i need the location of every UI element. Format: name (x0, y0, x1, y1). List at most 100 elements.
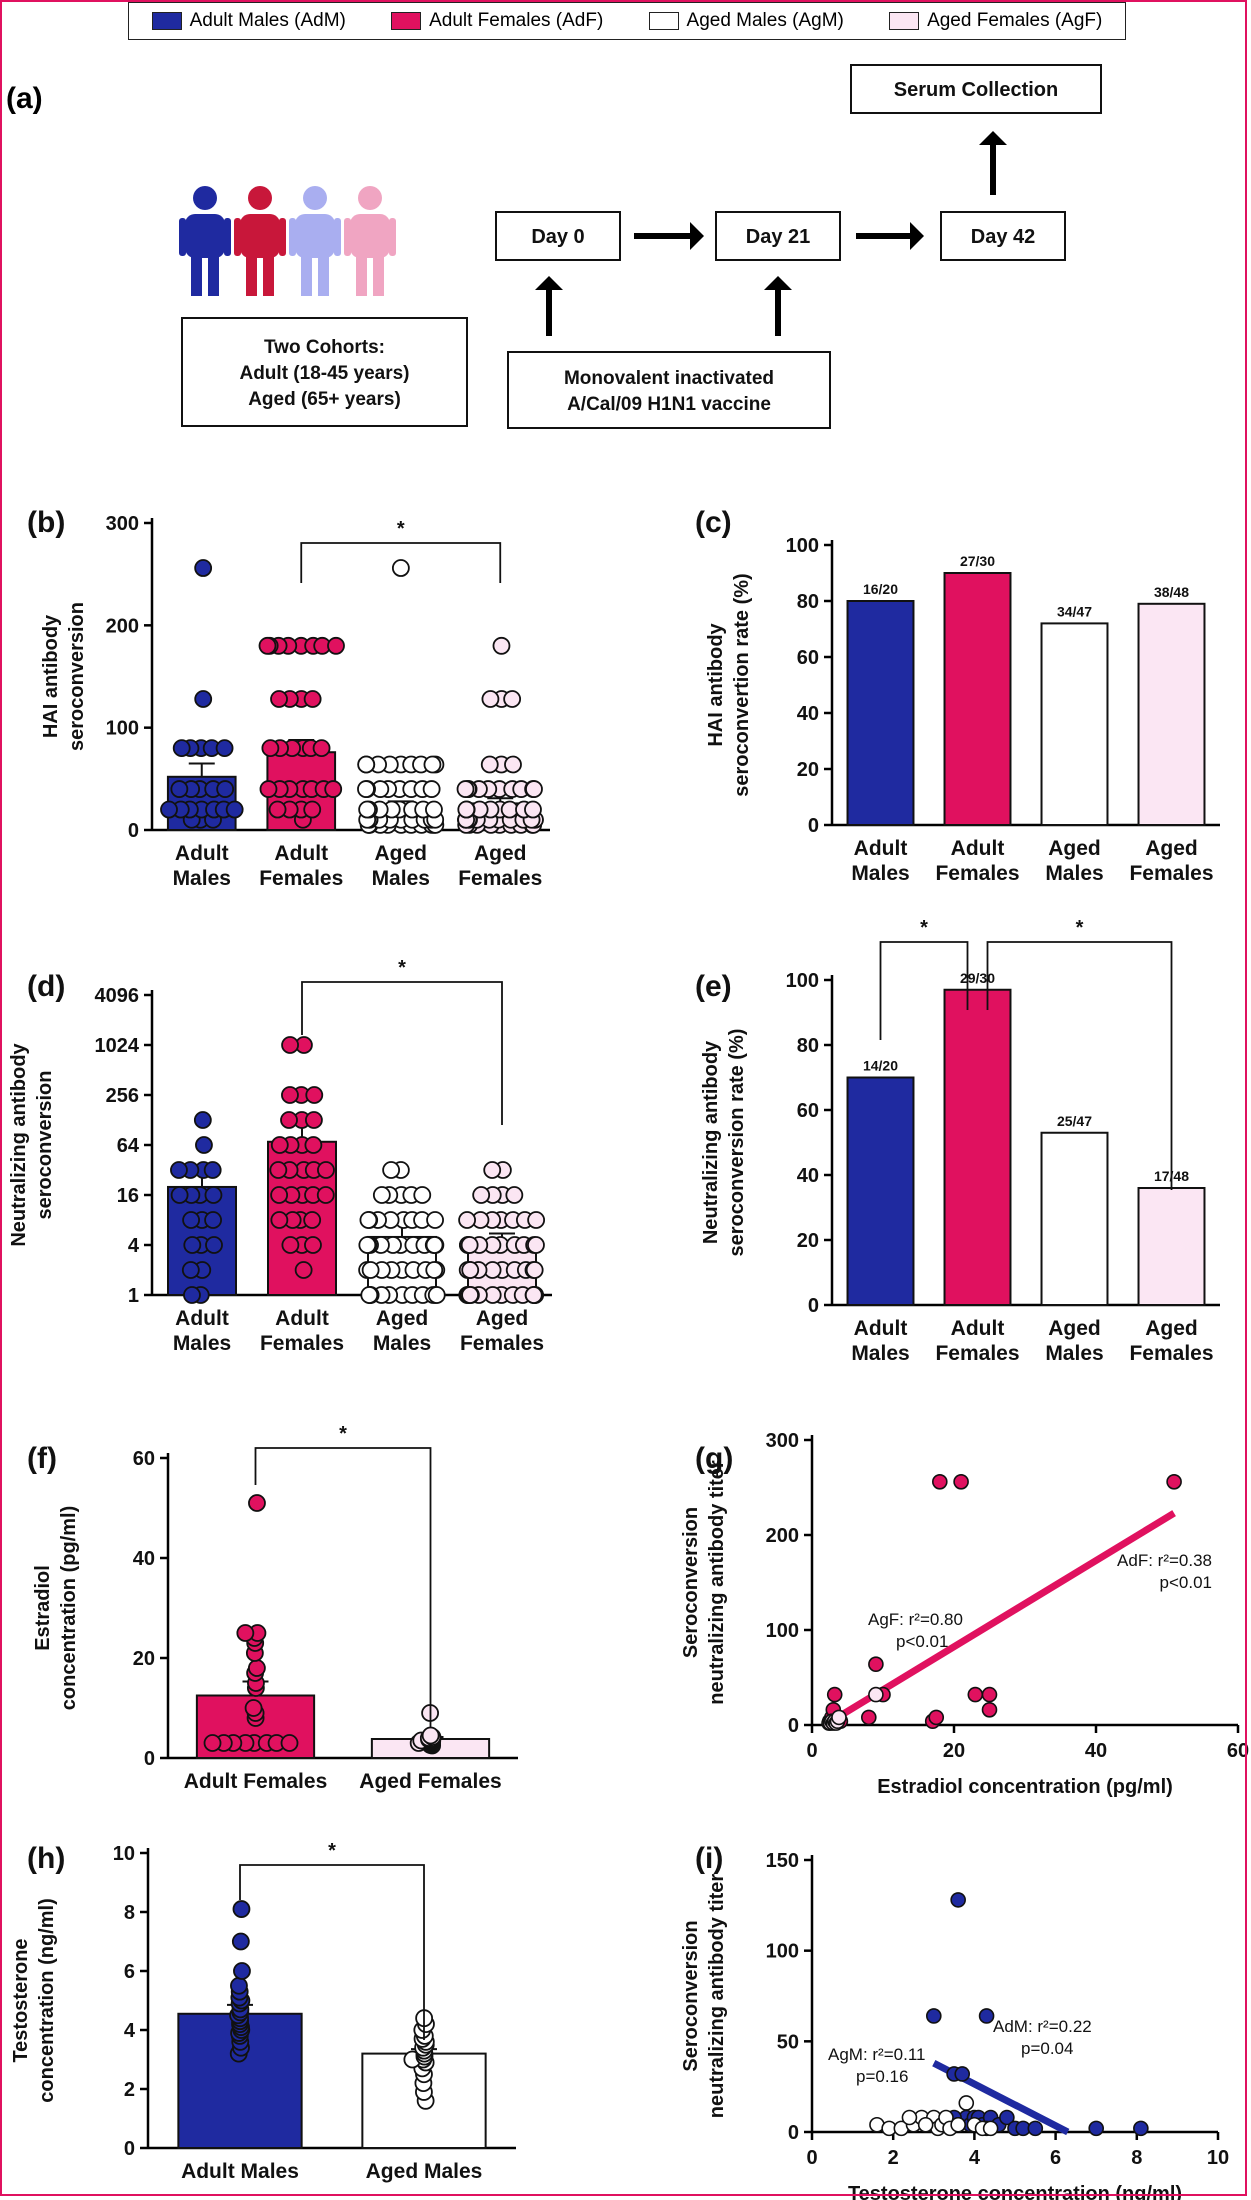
data-point (305, 1111, 323, 1129)
data-point (461, 1261, 480, 1279)
data-point (172, 739, 191, 758)
data-point (182, 1211, 200, 1229)
y-axis-label: Estradiol (32, 1565, 54, 1651)
significance-star: * (328, 1840, 336, 1862)
data-point (205, 1236, 223, 1254)
data-point (1027, 2120, 1044, 2137)
data-point (327, 636, 345, 655)
data-point (170, 1186, 189, 1204)
y-tick-label: 200 (766, 1525, 799, 1547)
data-point (1133, 2120, 1149, 2137)
y-tick-label: 4 (128, 1235, 140, 1257)
data-point (831, 1709, 847, 1726)
legend-item: Aged Females (AgF) (889, 10, 1102, 32)
data-label: 38/48 (1154, 584, 1189, 600)
data-point (954, 2066, 971, 2082)
regression-line (827, 1510, 1176, 1726)
data-point (269, 1161, 288, 1179)
vaccine-box-text: Monovalent inactivated (564, 368, 774, 389)
data-point (281, 1236, 300, 1254)
x-tick-label: Males (173, 1332, 231, 1355)
data-point (270, 1211, 289, 1229)
data-point (194, 690, 213, 708)
panel-letter-a: (a) (6, 82, 43, 115)
data-point (233, 1962, 251, 1980)
y-axis-label: Neutralizing antibody (700, 1040, 722, 1244)
cohort-box-text: Aged (65+ years) (248, 389, 401, 410)
data-point (524, 800, 542, 819)
bar (846, 1076, 915, 1306)
person-head (358, 186, 382, 210)
data-point (280, 1111, 298, 1129)
x-tick-label: 4 (969, 2147, 981, 2169)
legend-label: Aged Females (AgF) (927, 10, 1103, 31)
data-point (183, 1286, 201, 1304)
data-point (527, 1211, 546, 1229)
data-point (294, 1261, 313, 1279)
y-tick-label: 40 (797, 1165, 819, 1187)
data-point (312, 739, 331, 758)
person-arm (389, 218, 396, 256)
person-head (248, 186, 272, 210)
y-axis-label: neutralizing antibody titer (706, 1874, 728, 2119)
x-tick-label: Aged (375, 842, 428, 865)
y-tick-label: 80 (797, 1035, 819, 1057)
x-tick-label: Adult (951, 1317, 1005, 1340)
person-icon (179, 186, 231, 296)
data-point (461, 1286, 480, 1304)
data-point (527, 1236, 545, 1254)
data-point (357, 780, 375, 798)
data-point (225, 800, 244, 819)
significance-star: * (398, 957, 406, 979)
panel-letter-c: (c) (695, 506, 732, 539)
person-torso (240, 214, 280, 258)
y-tick-label: 50 (777, 2031, 799, 2053)
data-point (860, 1709, 877, 1726)
y-tick-label: 40 (133, 1548, 155, 1570)
y-axis-label: Neutralizing antibody (8, 1042, 30, 1246)
bar (1040, 622, 1109, 827)
person-torso (295, 214, 335, 258)
y-tick-label: 2 (124, 2079, 135, 2101)
x-tick-label: Males (1045, 862, 1103, 885)
y-tick-label: 0 (144, 1748, 155, 1770)
person-torso (185, 214, 225, 258)
bar (943, 988, 1012, 1306)
data-point (359, 1211, 378, 1229)
x-tick-label: Aged (1048, 1317, 1101, 1340)
legend-item: Adult Females (AdF) (391, 10, 603, 32)
y-axis-label: seroconversion (66, 602, 88, 751)
arrow-vaccine-day0-head (535, 276, 563, 290)
significance-bracket (986, 941, 1173, 1190)
significance-bracket (879, 941, 969, 1040)
data-point (901, 2109, 918, 2126)
x-tick-label: Adult (175, 842, 229, 865)
data-point (982, 2120, 999, 2137)
panel-letter-d: (d) (27, 970, 65, 1003)
person-leg (356, 256, 367, 296)
data-point (280, 1734, 299, 1752)
data-label: 29/30 (960, 970, 995, 986)
day0-box-text: Day 0 (531, 226, 584, 248)
x-tick-label: Females (259, 867, 343, 890)
data-point (360, 1286, 379, 1304)
y-tick-label: 6 (124, 1961, 135, 1983)
legend-label: Aged Males (AgM) (686, 10, 844, 31)
significance-star: * (1076, 917, 1084, 939)
data-point (427, 1286, 446, 1304)
data-point (361, 1261, 380, 1279)
data-label: 14/20 (863, 1058, 898, 1074)
person-leg (246, 256, 257, 296)
cohort-box (181, 317, 468, 427)
y-tick-label: 300 (106, 513, 139, 535)
data-point (525, 780, 543, 798)
data-point (456, 780, 475, 798)
serum-box-text: Serum Collection (894, 79, 1058, 101)
data-point (525, 1261, 544, 1279)
data-point (305, 1086, 324, 1104)
data-point (281, 1036, 299, 1054)
data-point (281, 1086, 299, 1104)
vaccine-box-text: A/Cal/09 H1N1 vaccine (567, 394, 771, 415)
person-icon (234, 186, 286, 296)
data-point (391, 559, 410, 577)
